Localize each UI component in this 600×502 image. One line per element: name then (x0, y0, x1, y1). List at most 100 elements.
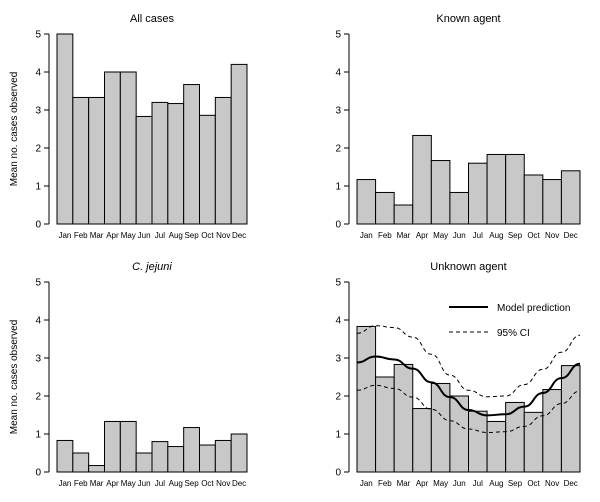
x-tick-label: Jul (473, 231, 483, 240)
x-tick-label: Jul (155, 479, 165, 488)
x-tick-label: Sep (184, 479, 199, 488)
x-tick-label: Mar (397, 231, 411, 240)
x-tick-label: Dec (564, 231, 578, 240)
y-tick-label: 0 (35, 468, 41, 479)
x-tick-label: Jun (453, 231, 466, 240)
x-tick-label: Mar (90, 479, 104, 488)
bar-apr (412, 408, 432, 473)
bar-apr (104, 71, 121, 225)
bar-nov (214, 439, 232, 473)
bar-aug (167, 103, 185, 225)
x-tick-label: Apr (416, 479, 429, 488)
x-tick-label: Feb (378, 479, 392, 488)
bar-feb (72, 452, 90, 473)
y-tick-label: 3 (35, 354, 41, 365)
bar-aug (167, 446, 185, 473)
bar-may (119, 71, 137, 225)
x-tick-label: Mar (90, 231, 104, 240)
bar-sep (505, 153, 525, 225)
y-tick-label: 5 (35, 278, 41, 289)
x-tick-label: Jun (138, 231, 151, 240)
bar-oct (523, 174, 544, 225)
panel-c-jejuni: C. jejuni 0 1 2 3 4 5 Mean no. cases observed Ja… (9, 261, 248, 488)
bar-jun (449, 395, 469, 473)
y-tick-label: 4 (35, 316, 41, 327)
bar-jul (468, 162, 488, 225)
y-tick-label: 1 (35, 182, 41, 193)
bar-oct (523, 411, 544, 473)
bar-dec (560, 365, 581, 473)
x-tick-label: Aug (169, 479, 183, 488)
x-tick-label: Oct (201, 231, 214, 240)
x-tick-label: Jul (155, 231, 165, 240)
bar-jun (135, 115, 153, 225)
bar-mar (88, 465, 105, 473)
bar-jan (56, 33, 74, 225)
bar-jun (135, 452, 153, 473)
x-tick-label: Mar (397, 479, 411, 488)
bar-aug (486, 153, 507, 225)
bar-jul (468, 410, 488, 473)
y-tick-label: 3 (335, 106, 341, 117)
y-tick-label: 1 (335, 430, 341, 441)
y-tick-label: 0 (335, 468, 341, 479)
y-tick-label: 0 (35, 220, 41, 231)
bar-mar (88, 96, 105, 225)
chart-title: All cases (130, 13, 175, 25)
x-tick-label: Sep (508, 479, 523, 488)
x-tick-label: Oct (527, 231, 540, 240)
bar-feb (375, 376, 395, 473)
x-tick-label: May (121, 479, 136, 488)
ci-lower-line (356, 384, 581, 433)
x-tick-label: Apr (106, 479, 119, 488)
x-tick-label: May (433, 231, 448, 240)
model-prediction-line (356, 355, 581, 417)
chart-title: Unknown agent (430, 261, 506, 273)
y-tick-label: 2 (35, 144, 41, 155)
y-tick-label: 5 (335, 30, 341, 41)
y-tick-label: 3 (35, 106, 41, 117)
y-tick-label: 1 (35, 430, 41, 441)
bar-sep (183, 84, 201, 225)
y-tick-label: 2 (35, 392, 41, 403)
bar-mar (393, 363, 414, 473)
bar-apr (104, 420, 121, 473)
bar-nov (214, 96, 232, 225)
x-tick-label: Oct (527, 479, 540, 488)
y-tick-label: 4 (335, 316, 341, 327)
ci-upper-line (356, 325, 581, 398)
y-axis-label: Mean no. cases observed (9, 320, 20, 435)
y-tick-label: 5 (35, 30, 41, 41)
chart-title: Known agent (436, 13, 500, 25)
y-tick-label: 3 (335, 354, 341, 365)
bar-dec (230, 433, 248, 473)
y-axis-label: Mean no. cases observed (9, 72, 20, 187)
y-tick-label: 4 (335, 68, 341, 79)
bar-aug (486, 420, 507, 473)
bar-apr (412, 134, 432, 225)
x-tick-label: Nov (545, 231, 559, 240)
x-tick-label: May (121, 231, 136, 240)
x-tick-label: Nov (545, 479, 559, 488)
legend-ci-label: 95% CI (497, 328, 530, 339)
bar-jan (56, 439, 74, 473)
x-tick-label: Sep (184, 231, 199, 240)
x-tick-label: Jan (58, 231, 71, 240)
bar-nov (542, 179, 562, 225)
bar-dec (230, 63, 248, 225)
x-tick-label: Sep (508, 231, 523, 240)
x-tick-label: Feb (378, 231, 392, 240)
x-tick-label: Dec (232, 479, 246, 488)
legend: Model prediction 95% CI (449, 303, 570, 339)
x-tick-label: Aug (169, 231, 183, 240)
x-tick-label: Jan (360, 231, 373, 240)
x-tick-label: Dec (564, 479, 578, 488)
bar-oct (199, 444, 216, 473)
legend-model-label: Model prediction (497, 303, 570, 314)
y-tick-label: 1 (335, 182, 341, 193)
bar-jun (449, 191, 469, 225)
bar-jan (356, 325, 377, 473)
chart-title: C. jejuni (132, 261, 172, 273)
bar-mar (393, 204, 414, 225)
